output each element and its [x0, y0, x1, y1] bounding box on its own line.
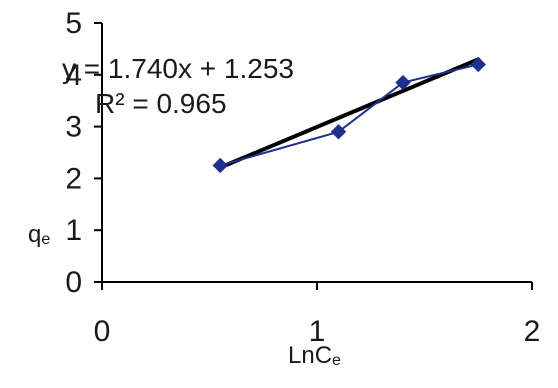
- axes-layer: 0 1 2 3 4 5 0 1 2: [65, 7, 540, 348]
- data-point-diamond: [330, 124, 347, 140]
- linear-trendline: [218, 57, 481, 170]
- text-layer: y = 1.740x + 1.253 R² = 0.965 qe LnCe: [28, 53, 341, 369]
- x-axis-title: LnCe: [288, 342, 341, 369]
- y-tick-label: 5: [65, 7, 82, 40]
- trendline-layer: [218, 57, 481, 170]
- y-axis-title: qe: [28, 221, 50, 248]
- trendline-equation: y = 1.740x + 1.253: [62, 53, 294, 84]
- x-axis-title-sub: e: [332, 352, 341, 369]
- y-tick-label: 3: [65, 111, 82, 144]
- y-axis-title-sub: e: [41, 231, 50, 248]
- y-axis-title-main: q: [28, 221, 41, 248]
- x-tick-label: 1: [309, 315, 326, 348]
- y-tick-label: 4: [65, 59, 82, 92]
- x-axis-title-main: LnC: [288, 342, 332, 369]
- series-line: [219, 63, 479, 167]
- y-tick-label: 2: [65, 162, 82, 195]
- trendline-r-squared: R² = 0.965: [95, 88, 227, 119]
- series-layer: [212, 56, 486, 174]
- x-tick-label: 2: [524, 315, 541, 348]
- x-tick-label: 0: [94, 315, 111, 348]
- data-point-diamond: [470, 56, 486, 73]
- data-point-diamond: [395, 74, 411, 91]
- y-tick-label: 0: [65, 266, 82, 299]
- y-tick-label: 1: [65, 214, 82, 247]
- data-point-diamond: [212, 157, 228, 174]
